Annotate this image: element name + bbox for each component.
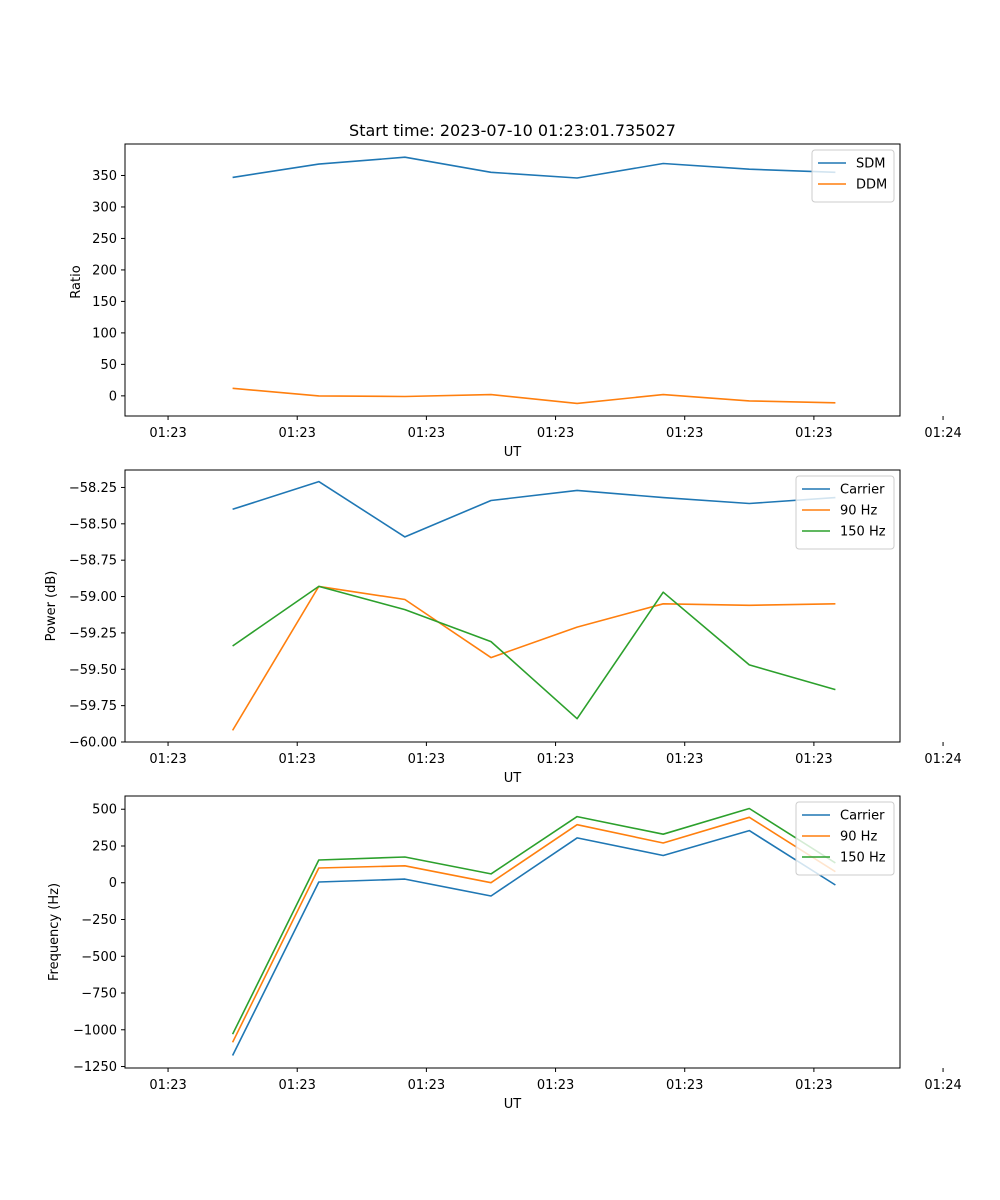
ratio-legend-label-sdm: SDM xyxy=(856,157,885,172)
frequency-x-tick-label: 01:23 xyxy=(537,1078,574,1093)
frequency-y-axis-label: Frequency (Hz) xyxy=(47,883,62,981)
ratio-y-tick-label: 150 xyxy=(92,295,117,310)
power-y-tick-label: −58.75 xyxy=(69,554,117,569)
ratio-series-layer xyxy=(232,156,836,405)
frequency-y-tick-label: 500 xyxy=(92,803,117,818)
ratio-x-tick-label: 01:23 xyxy=(278,426,315,441)
frequency-y-tick-label: −1250 xyxy=(73,1060,117,1075)
ratio-series-sdm xyxy=(232,156,836,179)
frequency-ticks-layer: 01:23 01:23 01:23 01:23 01:23 01:23 01:24 −1250… xyxy=(73,803,962,1093)
power-legend-label-150-hz: 150 Hz xyxy=(840,525,886,540)
frequency-x-tick-label: 01:24 xyxy=(924,1078,961,1093)
frequency-y-tick-label: 250 xyxy=(92,839,117,854)
power-x-tick-label: 01:23 xyxy=(666,752,703,767)
ratio-y-tick-label: 250 xyxy=(92,232,117,247)
frequency-y-tick-label: −250 xyxy=(81,913,117,928)
ratio-x-axis-label: UT xyxy=(504,445,522,460)
power-legend-label-carrier: Carrier xyxy=(840,483,885,498)
frequency-y-tick-label: 0 xyxy=(109,876,117,891)
power-ticks-layer: 01:23 01:23 01:23 01:23 01:23 01:23 01:24 −60.0… xyxy=(69,481,962,767)
power-x-tick-label: 01:23 xyxy=(408,752,445,767)
power-x-tick-label: 01:23 xyxy=(795,752,832,767)
ratio-y-tick-label: 200 xyxy=(92,263,117,278)
frequency-series-carrier xyxy=(231,829,836,1056)
power-x-axis-label: UT xyxy=(504,771,522,786)
ratio-subplot: Start time: 2023-07-10 01:23:01.735027 0… xyxy=(69,121,962,460)
frequency-series-layer xyxy=(231,807,836,1056)
ratio-y-tick-label: 300 xyxy=(92,200,117,215)
frequency-series-150-hz xyxy=(231,807,836,1035)
frequency-y-tick-label: −750 xyxy=(81,987,117,1002)
frequency-x-axis-label: UT xyxy=(504,1097,522,1112)
power-y-tick-label: −59.00 xyxy=(69,590,117,605)
power-series-90-hz xyxy=(231,585,836,731)
power-series-carrier xyxy=(232,480,836,538)
frequency-y-tick-label: −500 xyxy=(81,950,117,965)
chart-title: Start time: 2023-07-10 01:23:01.735027 xyxy=(349,121,676,140)
power-y-tick-label: −59.75 xyxy=(69,699,117,714)
ratio-y-axis-label: Ratio xyxy=(69,265,84,298)
power-x-tick-label: 01:24 xyxy=(924,752,961,767)
power-legend-label-90-hz: 90 Hz xyxy=(840,504,877,519)
power-x-tick-label: 01:23 xyxy=(149,752,186,767)
ratio-y-tick-label: 350 xyxy=(92,169,117,184)
frequency-series-90-hz xyxy=(231,816,836,1043)
ratio-legend: SDM DDM xyxy=(811,149,895,203)
ratio-x-tick-label: 01:23 xyxy=(408,426,445,441)
ratio-series-ddm xyxy=(232,387,836,405)
power-y-tick-label: −60.00 xyxy=(69,736,117,751)
frequency-x-tick-label: 01:23 xyxy=(149,1078,186,1093)
frequency-y-tick-label: −1000 xyxy=(73,1023,117,1038)
ratio-plot-area xyxy=(124,143,901,417)
frequency-legend: Carrier 90 Hz 150 Hz xyxy=(795,801,895,876)
power-y-axis-label: Power (dB) xyxy=(44,571,59,642)
frequency-x-tick-label: 01:23 xyxy=(278,1078,315,1093)
power-x-tick-label: 01:23 xyxy=(278,752,315,767)
power-plot-area xyxy=(124,469,901,743)
power-y-tick-label: −58.50 xyxy=(69,517,117,532)
power-series-layer xyxy=(231,480,836,731)
power-series-150-hz xyxy=(232,585,836,720)
ratio-x-tick-label: 01:24 xyxy=(924,426,961,441)
ratio-x-tick-label: 01:23 xyxy=(149,426,186,441)
ratio-ticks-layer: 01:23 01:23 01:23 01:23 01:23 01:23 01:24 0 50 10… xyxy=(92,169,962,441)
ratio-x-tick-label: 01:23 xyxy=(666,426,703,441)
frequency-x-tick-label: 01:23 xyxy=(666,1078,703,1093)
frequency-plot-area xyxy=(124,795,901,1069)
power-x-tick-label: 01:23 xyxy=(537,752,574,767)
frequency-subplot: 01:23 01:23 01:23 01:23 01:23 01:23 01:24 −1250… xyxy=(47,795,962,1112)
power-y-tick-label: −58.25 xyxy=(69,481,117,496)
power-subplot: 01:23 01:23 01:23 01:23 01:23 01:23 01:24 −60.0… xyxy=(44,469,962,786)
frequency-legend-label-carrier: Carrier xyxy=(840,809,885,824)
ratio-y-tick-label: 50 xyxy=(100,358,117,373)
power-legend: Carrier 90 Hz 150 Hz xyxy=(795,475,895,550)
frequency-legend-label-150-hz: 150 Hz xyxy=(840,851,886,866)
frequency-x-tick-label: 01:23 xyxy=(795,1078,832,1093)
ratio-y-tick-label: 0 xyxy=(109,389,117,404)
frequency-x-tick-label: 01:23 xyxy=(408,1078,445,1093)
power-y-tick-label: −59.25 xyxy=(69,626,117,641)
frequency-legend-label-90-hz: 90 Hz xyxy=(840,830,877,845)
ratio-y-tick-label: 100 xyxy=(92,326,117,341)
ratio-x-tick-label: 01:23 xyxy=(537,426,574,441)
ratio-x-tick-label: 01:23 xyxy=(795,426,832,441)
power-y-tick-label: −59.50 xyxy=(69,663,117,678)
ratio-legend-label-ddm: DDM xyxy=(856,178,887,193)
